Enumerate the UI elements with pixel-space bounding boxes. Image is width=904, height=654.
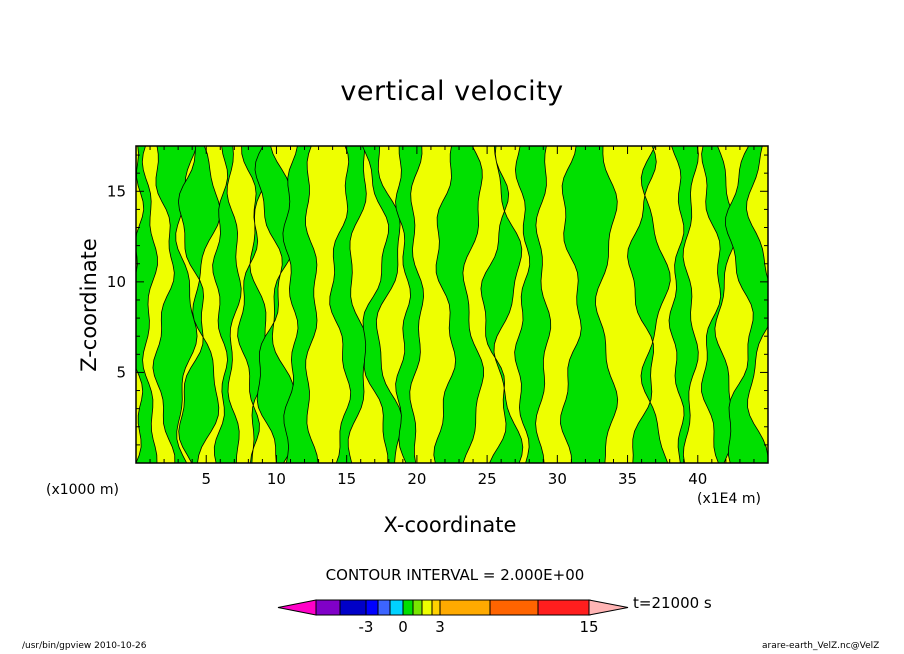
colorbar-cell <box>365 599 379 616</box>
chart-title: vertical velocity <box>340 76 564 107</box>
y-tick-label: 10 <box>107 273 126 291</box>
colorbar-label: 15 <box>579 618 598 636</box>
negative-region <box>282 146 319 463</box>
colorbar-cell <box>537 599 590 616</box>
colorbar-cell <box>431 599 441 616</box>
plot-frame <box>135 145 769 464</box>
y-tick-label: 5 <box>116 363 126 381</box>
negative-region <box>395 146 425 463</box>
x-unit-label: (x1000 m) <box>46 482 119 498</box>
colorbar-cell <box>421 599 433 616</box>
x-axis-label: X-coordinate <box>383 513 517 537</box>
x-tick-label: 10 <box>267 470 286 488</box>
colorbar-label: 3 <box>435 618 445 636</box>
colorbar-cell <box>377 599 391 616</box>
colorbar-cell <box>389 599 404 616</box>
colorbar-cell <box>402 599 414 616</box>
colorbar-cell <box>277 599 317 616</box>
colorbar-cell <box>339 599 367 616</box>
colorbar-label: -3 <box>359 618 374 636</box>
colorbar-cell <box>315 599 341 616</box>
negative-region <box>152 146 198 463</box>
contour-interval-label: CONTOUR INTERVAL = 2.000E+00 <box>325 566 585 584</box>
time-label: t=21000 s <box>633 594 712 612</box>
y-axis-label: Z-coordinate <box>77 238 101 372</box>
negative-region <box>725 146 768 463</box>
colorbar-label: 0 <box>398 618 408 636</box>
negative-region <box>433 146 485 463</box>
colorbar-cell <box>439 599 491 616</box>
negative-region <box>668 146 699 463</box>
x-tick-label: 30 <box>548 470 567 488</box>
footer-program-date: /usr/bin/gpview 2010-10-26 <box>22 641 147 651</box>
colorbar-cell <box>412 599 423 616</box>
x-tick-label: 40 <box>688 470 707 488</box>
negative-region <box>177 146 221 463</box>
x-tick-label: 20 <box>407 470 426 488</box>
negative-region <box>480 146 524 463</box>
x-tick-label: 5 <box>201 470 211 488</box>
colorbar-cell <box>588 599 629 616</box>
negative-region <box>627 146 671 463</box>
x-tick-label: 15 <box>337 470 356 488</box>
negative-region <box>559 146 619 463</box>
negative-region <box>136 146 158 463</box>
negative-region <box>514 146 552 463</box>
x-scale-label: (x1E4 m) <box>697 491 761 507</box>
colorbar-cell <box>489 599 539 616</box>
negative-region <box>361 146 403 463</box>
footer-file-variable: arare-earth_VelZ.nc@VelZ <box>762 641 880 651</box>
x-tick-label: 35 <box>618 470 637 488</box>
x-tick-label: 25 <box>478 470 497 488</box>
y-tick-label: 15 <box>107 182 126 200</box>
negative-region <box>212 146 242 463</box>
